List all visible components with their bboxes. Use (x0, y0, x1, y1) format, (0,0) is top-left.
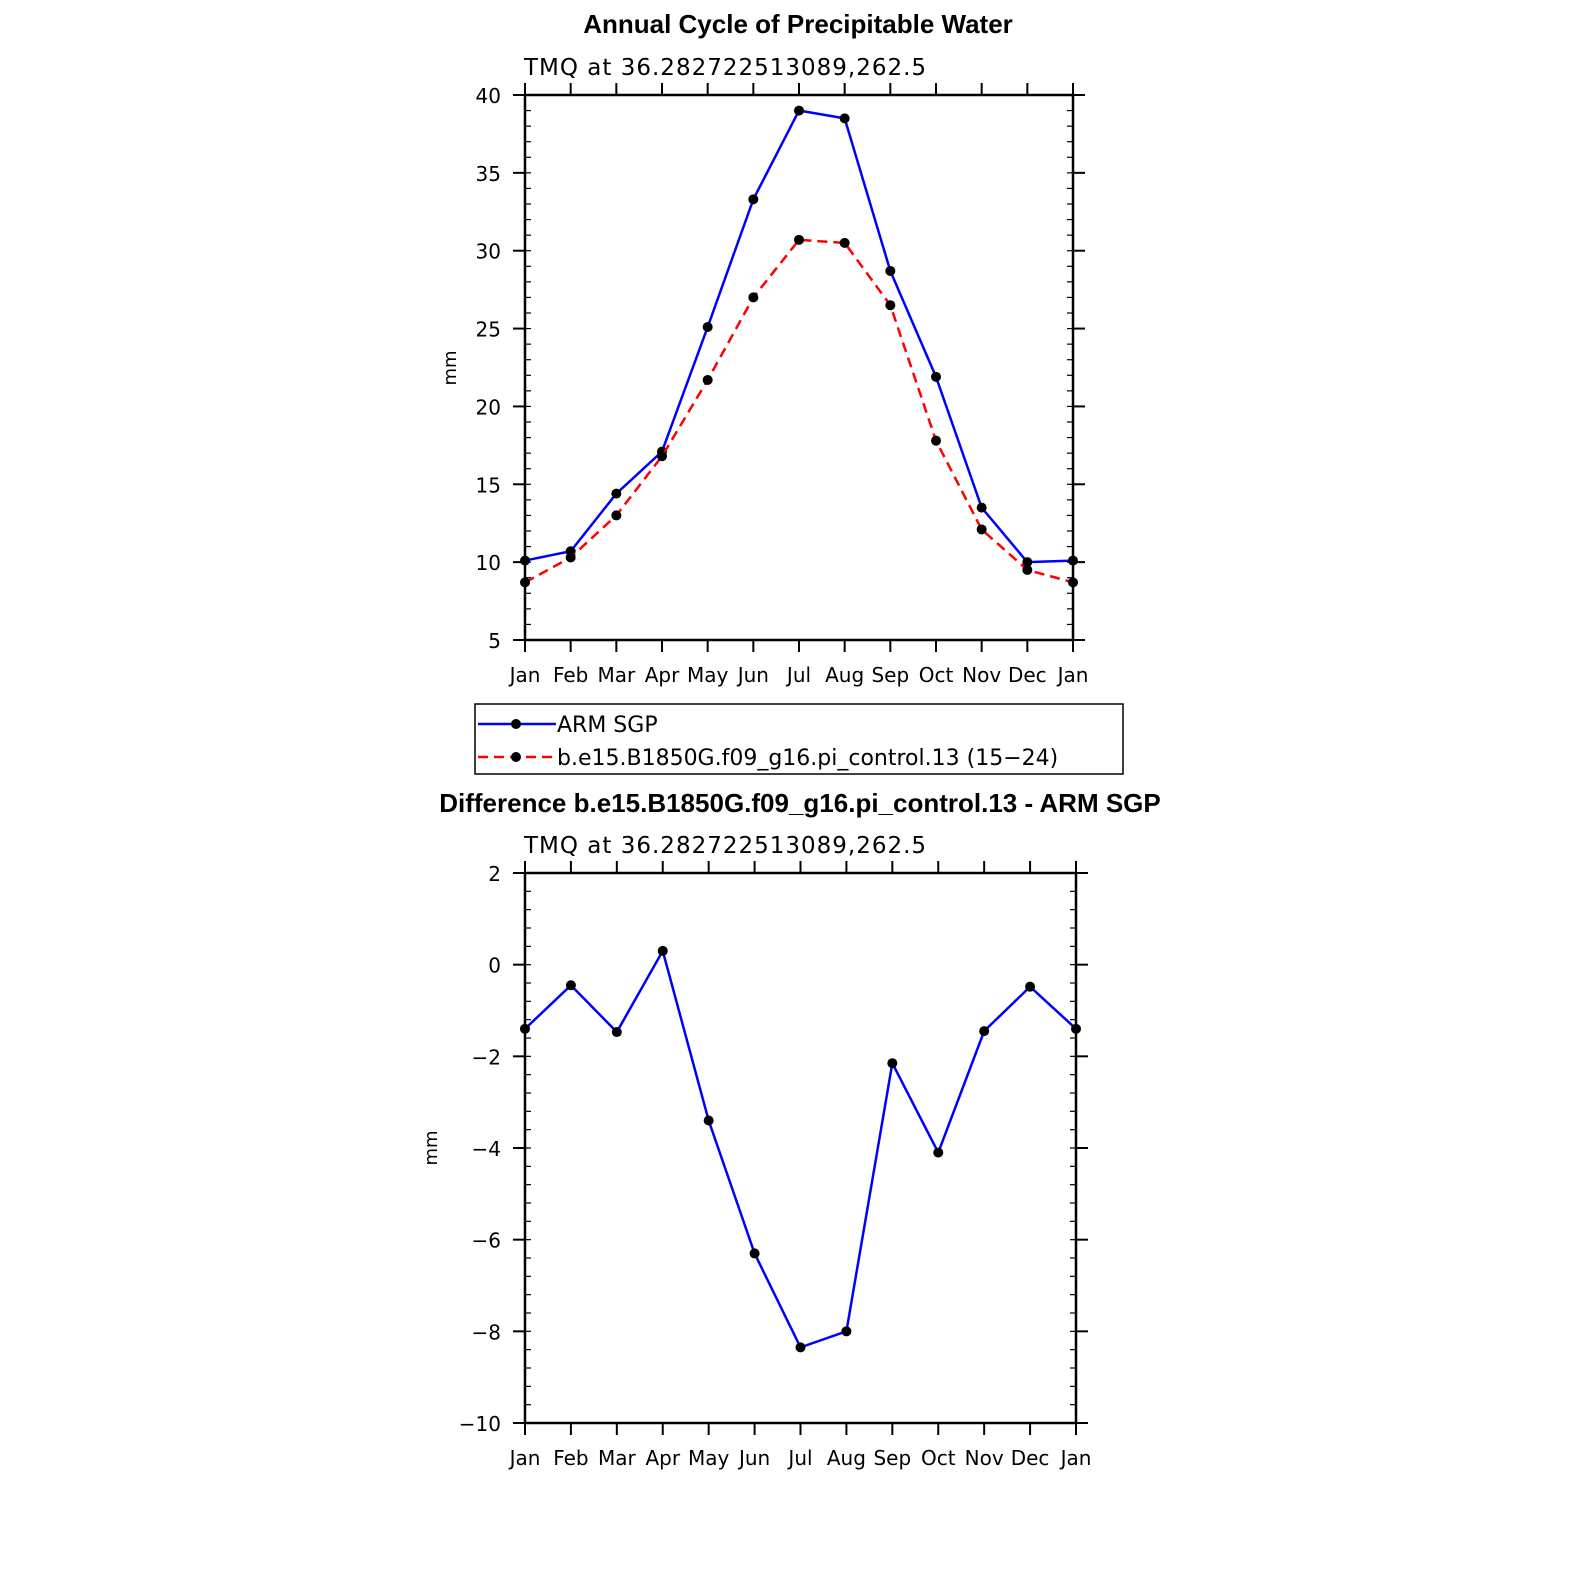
data-point (520, 555, 530, 566)
data-point (749, 1248, 760, 1259)
y-tick-label: 30 (476, 240, 501, 264)
x-tick-label: Aug (827, 1446, 866, 1470)
data-point (1022, 557, 1033, 568)
data-point (748, 292, 759, 303)
data-point (565, 980, 576, 991)
data-point (703, 1115, 714, 1126)
y-tick-label: −8 (472, 1320, 501, 1344)
data-point (931, 435, 941, 446)
y-tick-label: 5 (488, 629, 501, 653)
x-tick-label: Apr (645, 663, 680, 687)
x-tick-label: Oct (919, 663, 954, 687)
y-tick-label: 2 (488, 862, 501, 886)
y-tick-label: 0 (488, 954, 501, 978)
series-line-0-1 (524, 238, 1074, 584)
top-chart-title: Annual Cycle of Precipitable Water (583, 9, 1013, 39)
x-tick-label: Feb (553, 1446, 588, 1470)
data-point (657, 451, 667, 462)
data-point (933, 1147, 944, 1158)
data-point (611, 510, 622, 521)
series-line-0-0 (524, 109, 1074, 564)
top-chart-subtitle: TMQ at 36.282722513089,262.5 (523, 55, 927, 81)
data-point (565, 552, 576, 563)
y-tick-label: 35 (476, 162, 501, 186)
data-point (702, 374, 713, 385)
data-point (611, 488, 622, 499)
data-point (1022, 564, 1033, 575)
data-point (885, 300, 896, 311)
bottom-chart-ylabel: mm (421, 1130, 442, 1165)
data-point (931, 371, 941, 382)
x-tick-label: Oct (921, 1446, 956, 1470)
x-tick-label: Mar (597, 663, 636, 687)
x-tick-label: Sep (873, 1446, 911, 1470)
y-tick-label: 40 (476, 84, 501, 108)
data-point (611, 1027, 622, 1038)
data-point (1025, 981, 1036, 992)
x-tick-label: Dec (1008, 663, 1047, 687)
x-tick-label: Aug (825, 663, 864, 687)
top-chart-ylabel: mm (440, 350, 461, 385)
x-tick-label: Dec (1011, 1446, 1050, 1470)
data-point (976, 524, 987, 535)
data-point (702, 322, 713, 333)
y-tick-label: 15 (476, 473, 501, 497)
bottom-chart-title: Difference b.e15.B1850G.f09_g16.pi_contr… (439, 788, 1161, 818)
data-point (1068, 555, 1078, 566)
x-tick-label: Jun (737, 1446, 770, 1470)
x-tick-label: Jun (736, 663, 769, 687)
data-point (795, 1342, 806, 1353)
x-tick-label: Jan (508, 663, 541, 687)
y-tick-label: 20 (476, 395, 501, 419)
y-tick-label: −6 (472, 1229, 501, 1253)
x-tick-label: Nov (962, 663, 1001, 687)
data-point (657, 945, 668, 956)
data-point (520, 577, 530, 588)
y-tick-label: 25 (476, 318, 501, 342)
data-point (839, 237, 850, 248)
data-point (748, 194, 759, 205)
data-point (841, 1326, 852, 1337)
x-tick-label: Jul (786, 1446, 812, 1470)
plot-frame (523, 871, 1078, 1425)
x-tick-label: Mar (598, 1446, 637, 1470)
data-point (885, 265, 896, 276)
legend-marker-arm (511, 719, 521, 729)
x-tick-label: Nov (965, 1446, 1004, 1470)
data-point (520, 1023, 530, 1034)
bottom-chart-subtitle: TMQ at 36.282722513089,262.5 (523, 833, 927, 859)
y-tick-label: −2 (472, 1045, 501, 1069)
bottom-plot-area: Jan Feb Mar Apr May Jun Jul Aug Sep Oct Nov Dec Jan 2… (459, 861, 1092, 1470)
y-tick-label: −10 (459, 1412, 501, 1436)
x-tick-label: Sep (871, 663, 909, 687)
legend-label-model: b.e15.B1850G.f09_g16.pi_control.13 (15−2… (557, 746, 1058, 771)
x-tick-label: Feb (553, 663, 588, 687)
x-tick-label: May (688, 1446, 730, 1470)
series-line-1-0 (524, 947, 1077, 1349)
x-tick-label: Jan (1056, 663, 1089, 687)
x-tick-label: Jan (1059, 1446, 1092, 1470)
legend-box (474, 703, 1124, 775)
legend-label-arm: ARM SGP (557, 713, 658, 738)
data-point (1068, 577, 1078, 588)
data-point (1071, 1023, 1081, 1034)
data-point (979, 1026, 990, 1037)
plot-frame (523, 93, 1075, 642)
top-plot-area: Jan Feb Mar Apr May Jun Jul Aug Sep Oct Nov Dec Jan 5… (476, 83, 1089, 687)
x-tick-label: May (687, 663, 729, 687)
x-tick-label: Jan (508, 1446, 541, 1470)
data-point (976, 502, 987, 513)
data-point (794, 105, 804, 116)
legend: ARM SGP b.e15.B1850G.f09_g16.pi_control.… (474, 703, 1124, 775)
legend-marker-model (511, 752, 521, 762)
data-point (794, 234, 804, 245)
x-tick-label: Apr (645, 1446, 680, 1470)
x-tick-label: Jul (785, 663, 811, 687)
y-tick-label: −4 (472, 1137, 501, 1161)
data-point (839, 113, 850, 124)
data-point (887, 1058, 898, 1069)
y-tick-label: 10 (476, 551, 501, 575)
